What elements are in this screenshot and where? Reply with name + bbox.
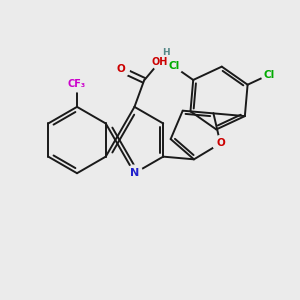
Text: Cl: Cl [168,61,179,71]
Text: OH: OH [151,57,168,67]
Text: CF₃: CF₃ [68,79,86,88]
Text: O: O [116,64,125,74]
Text: Cl: Cl [264,70,275,80]
Text: H: H [162,48,170,57]
Text: O: O [216,138,225,148]
Text: N: N [130,168,139,178]
